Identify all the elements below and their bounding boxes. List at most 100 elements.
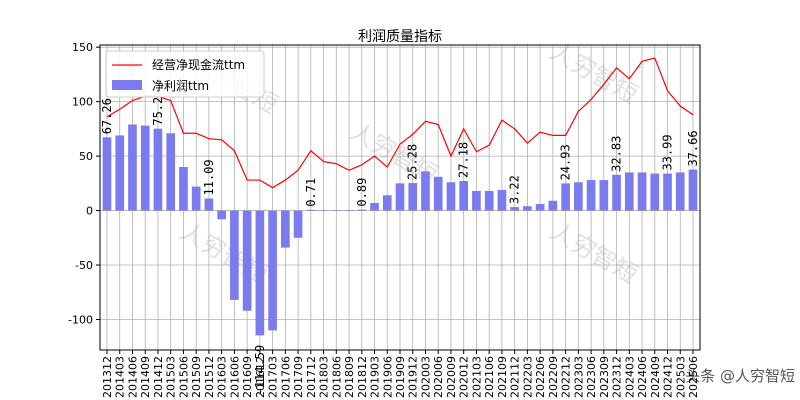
bar-202112 [510,207,519,211]
x-tick-label-201603: 201603 [216,356,229,398]
corner-watermark: 头条 @人穷智短 [685,367,795,385]
bar-202409 [650,173,660,211]
bar-201906 [382,195,392,211]
legend-label-cashflow: 经营净现金流ttm [152,57,245,72]
x-tick-label-202106: 202106 [483,356,496,398]
bar-201706 [281,210,290,248]
bar-202406 [637,172,647,211]
x-tick-label-202309: 202309 [598,356,611,398]
x-tick-label-201406: 201406 [126,356,139,398]
bar-201412 [153,128,163,211]
x-tick-label-202112: 202112 [509,356,522,398]
line-series [106,57,694,189]
data-label-201512: 11.09 [202,159,216,195]
x-tick-label-202412: 202412 [662,356,675,398]
bar-201712 [306,209,316,211]
x-tick-label-201409: 201409 [139,356,152,398]
x-tick-label-201709: 201709 [292,356,305,398]
bar-201803 [319,210,328,212]
x-tick-label-202006: 202006 [432,356,445,398]
bar-201809 [344,210,354,211]
data-label-202312: 32.83 [610,136,624,172]
x-tick-label-201503: 201503 [165,356,178,398]
bar-202206 [535,204,545,211]
data-label-202112: 3.22 [508,175,522,204]
data-label-202506: 37.66 [686,130,700,166]
bar-series [102,124,698,336]
bar-201512 [204,198,214,211]
bar-201612 [255,210,265,336]
bar-202106 [484,190,494,211]
legend-bar-swatch [112,80,142,90]
x-tick-label-201903: 201903 [369,356,382,398]
bar-202203 [523,206,532,211]
data-label-201712: 0.71 [304,178,318,207]
bar-202103 [472,190,481,211]
bar-201909 [395,183,405,211]
y-tick-label: 150 [72,41,93,54]
bar-201406 [128,124,137,211]
bar-201409 [140,125,150,211]
x-tick-label-201403: 201403 [114,356,127,398]
bar-202306 [586,180,596,211]
x-tick-label-202409: 202409 [649,356,662,398]
data-label-201612: -114.59 [253,345,267,396]
data-label-201312: 67.26 [100,98,114,134]
bar-202012 [459,180,469,211]
bar-201703 [268,210,277,331]
bar-202412 [663,173,672,211]
x-tick-label-201703: 201703 [267,356,280,398]
bar-202309 [599,180,609,211]
bar-201603 [217,210,226,220]
x-tick-label-202209: 202209 [547,356,560,398]
x-tick-label-201909: 201909 [394,356,407,398]
bar-202006 [433,176,443,211]
legend-label-netprofit: 净利润ttm [152,79,209,93]
watermark-text: 人穷智短 [545,37,642,109]
x-tick-label-201806: 201806 [330,356,343,398]
data-label-201412: 75.2 [151,97,165,126]
watermark-text: 人穷智短 [545,217,642,289]
bar-201509 [191,186,201,211]
x-tick-label-202103: 202103 [470,356,483,398]
bar-202212 [561,183,570,211]
bar-202506 [688,169,698,211]
bar-202209 [548,200,558,211]
legend: 经营净现金流ttm 净利润ttm [105,50,265,98]
bar-202009 [446,182,456,211]
bar-201912 [408,183,418,211]
x-axis: 201312 201403 201406 201409 201412 201503 2015… [101,350,700,398]
x-tick-label-202206: 202206 [534,356,547,398]
x-tick-label-202503: 202503 [674,356,687,398]
x-tick-label-201412: 201412 [152,356,165,398]
cashflow-line [106,57,694,189]
x-tick-label-201712: 201712 [305,356,318,398]
bar-202303 [574,182,583,211]
bar-201709 [293,210,303,238]
x-tick-label-201812: 201812 [356,356,369,398]
x-tick-label-202303: 202303 [572,356,585,398]
bar-202003 [421,171,430,211]
x-tick-label-202406: 202406 [636,356,649,398]
bar-202109 [497,189,507,211]
x-tick-label-201803: 201803 [318,356,331,398]
data-labels: 67.26 75.2 11.09 -114.59 0.71 0.89 25.28 27.18 3… [100,97,700,396]
x-tick-label-202203: 202203 [521,356,534,398]
x-tick-label-202012: 202012 [458,356,471,398]
y-axis: -100 -50 0 50 100 150 [68,41,100,327]
x-tick-label-202009: 202009 [445,356,458,398]
data-label-201812: 0.89 [355,178,369,207]
x-tick-label-201809: 201809 [343,356,356,398]
x-tick-label-201906: 201906 [381,356,394,398]
x-tick-label-202506: 202506 [687,356,700,398]
x-tick-label-201312: 201312 [101,356,114,398]
bar-202403 [624,172,634,211]
x-tick-label-201606: 201606 [228,356,241,398]
data-label-202212: 24.93 [559,144,573,180]
bar-201403 [115,135,125,211]
y-tick-label: 100 [72,96,93,109]
x-tick-label-202312: 202312 [611,356,624,398]
x-tick-label-201706: 201706 [279,356,292,398]
bar-201606 [230,210,239,300]
